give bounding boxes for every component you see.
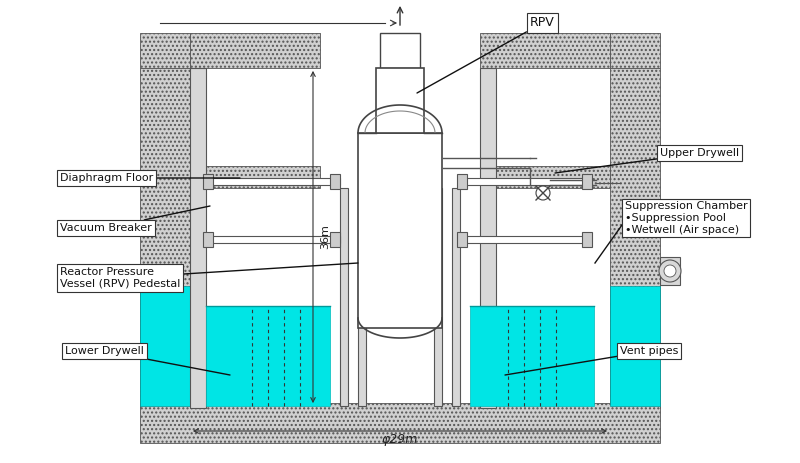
Bar: [480, 166, 610, 188]
Text: Vacuum Breaker: Vacuum Breaker: [60, 206, 210, 233]
Text: Diaphragm Floor: Diaphragm Floor: [60, 173, 240, 183]
Bar: [340, 188, 348, 406]
Bar: [140, 68, 190, 408]
Bar: [460, 236, 590, 243]
Bar: [470, 306, 594, 406]
Bar: [582, 232, 592, 247]
Circle shape: [659, 260, 681, 282]
Bar: [358, 188, 366, 406]
Bar: [480, 33, 610, 68]
Bar: [190, 33, 320, 68]
Text: Suppression Chamber
•Suppression Pool
•Wetwell (Air space): Suppression Chamber •Suppression Pool •W…: [625, 201, 748, 235]
Bar: [376, 68, 424, 133]
Bar: [330, 232, 340, 247]
Bar: [206, 178, 340, 185]
Bar: [610, 68, 660, 408]
Bar: [140, 33, 190, 68]
Text: Vent pipes: Vent pipes: [505, 346, 678, 375]
Bar: [203, 174, 213, 189]
Bar: [358, 133, 442, 328]
Bar: [380, 33, 420, 68]
Bar: [330, 174, 340, 189]
Bar: [480, 68, 496, 408]
Bar: [452, 188, 460, 406]
Text: φ29m: φ29m: [382, 433, 418, 446]
Bar: [660, 257, 680, 285]
Text: Reactor Pressure
Vessel (RPV) Pedestal: Reactor Pressure Vessel (RPV) Pedestal: [60, 263, 358, 289]
Bar: [206, 236, 340, 243]
Text: Upper Drywell: Upper Drywell: [555, 148, 739, 173]
Bar: [610, 33, 660, 68]
Bar: [460, 178, 590, 185]
Bar: [610, 286, 660, 406]
Bar: [457, 174, 467, 189]
Circle shape: [536, 186, 550, 200]
Bar: [206, 306, 330, 406]
Bar: [457, 232, 467, 247]
Text: 36m: 36m: [320, 225, 330, 250]
Text: Lower Drywell: Lower Drywell: [65, 346, 230, 375]
Circle shape: [664, 265, 676, 277]
Bar: [190, 68, 206, 408]
Bar: [140, 286, 190, 406]
Bar: [140, 403, 660, 443]
Bar: [203, 232, 213, 247]
Bar: [582, 174, 592, 189]
Bar: [434, 188, 442, 406]
Text: RPV: RPV: [417, 17, 554, 93]
Bar: [190, 166, 320, 188]
